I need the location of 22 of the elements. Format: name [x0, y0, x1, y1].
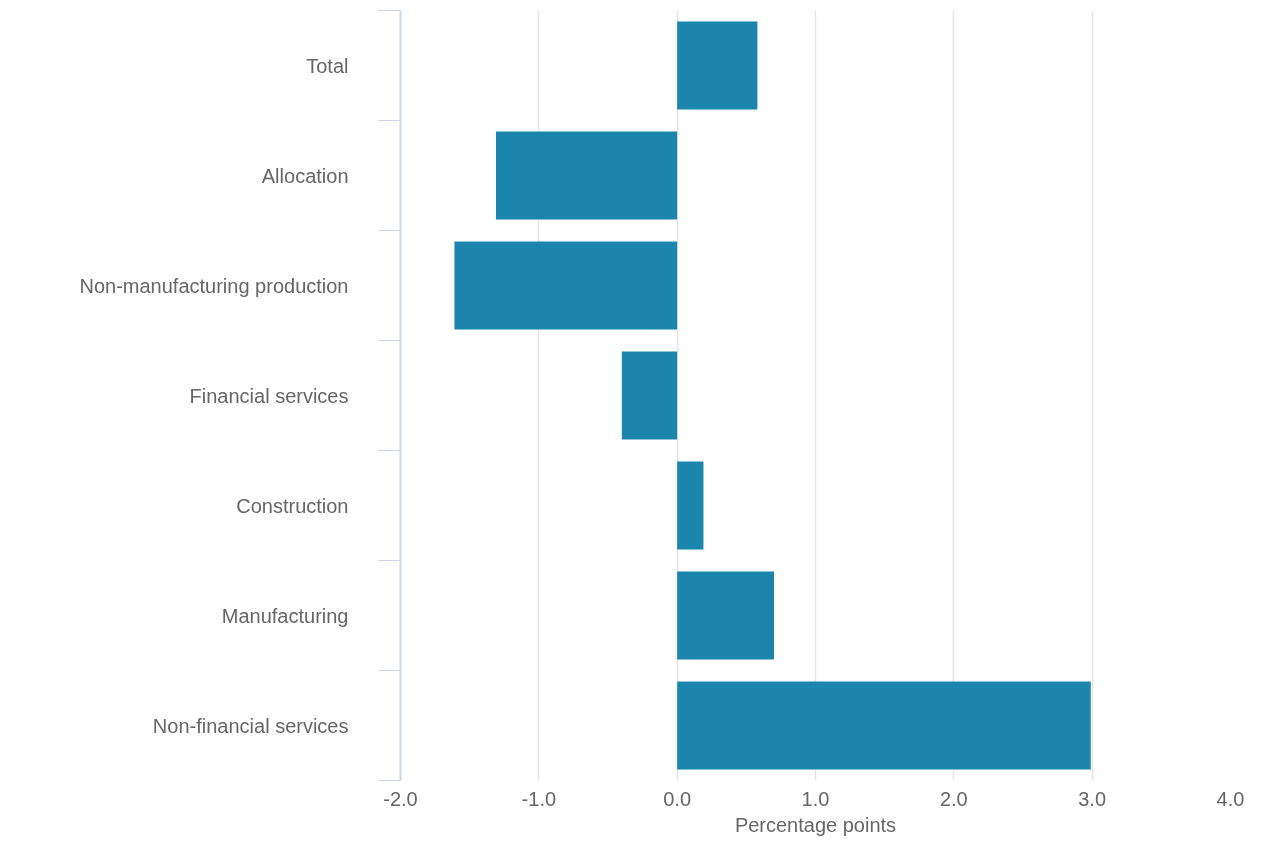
x-tick-label: 3.0 — [1078, 787, 1107, 810]
bar — [677, 21, 758, 110]
y-tick-label: Non-manufacturing production — [79, 274, 349, 297]
x-tick-label: -1.0 — [521, 787, 557, 810]
x-tick-label: 4.0 — [1216, 787, 1245, 810]
y-tick-label: Allocation — [261, 164, 349, 187]
y-tick-label: Financial services — [189, 384, 349, 407]
x-tick-label: -2.0 — [383, 787, 418, 810]
bar — [677, 571, 774, 660]
bar — [621, 351, 678, 440]
bar — [677, 681, 1091, 770]
y-tick-label: Construction — [236, 494, 349, 517]
y-tick-label: Non-financial services — [152, 714, 349, 737]
x-tick-label: 1.0 — [801, 787, 830, 810]
bar — [495, 131, 678, 220]
x-tick-label: 2.0 — [939, 787, 968, 810]
bar — [677, 461, 704, 550]
x-tick-label: 0.0 — [663, 787, 692, 810]
y-tick-label: Total — [306, 54, 349, 77]
y-tick-label: Manufacturing — [221, 604, 349, 627]
bar — [454, 241, 678, 330]
x-axis-title: Percentage points — [734, 813, 897, 836]
